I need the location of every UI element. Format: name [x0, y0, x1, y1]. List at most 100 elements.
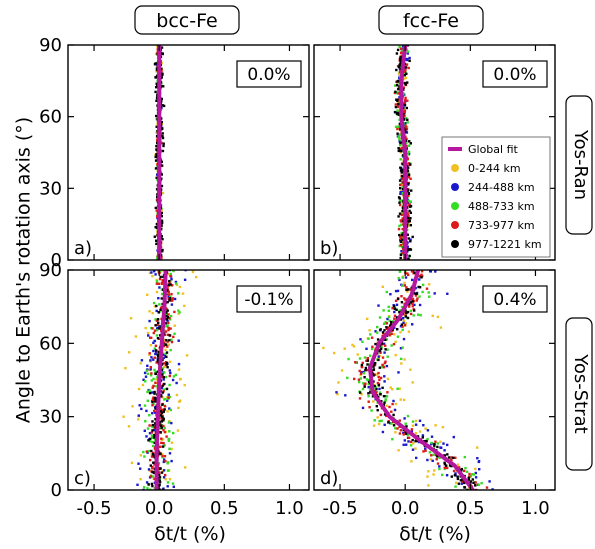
scatter-point [137, 387, 141, 391]
scatter-point [409, 163, 412, 166]
scatter-point [177, 312, 180, 315]
scatter-point [402, 118, 406, 121]
scatter-point [366, 363, 369, 366]
scatter-point [380, 342, 384, 345]
scatter-point [399, 61, 402, 64]
scatter-point [146, 427, 150, 430]
scatter-point [382, 309, 385, 312]
scatter-point [174, 280, 178, 284]
panel-c: -0.5 0.0 0.5 1.0 0 30 60 90 c) -0.1% [39, 260, 310, 519]
scatter-point [143, 404, 147, 407]
scatter-point [399, 239, 402, 242]
scatter-point [147, 449, 150, 453]
scatter-point [164, 325, 167, 328]
scatter-point [167, 313, 170, 316]
scatter-point [408, 303, 411, 306]
scatter-point [365, 347, 368, 350]
scatter-point [154, 226, 157, 229]
scatter-point [381, 386, 384, 389]
scatter-point [158, 334, 162, 337]
scatter-point [400, 301, 404, 304]
scatter-point [354, 361, 357, 364]
scatter-point [160, 160, 163, 163]
scatter-point [402, 321, 405, 325]
scatter-point [160, 224, 163, 227]
scatter-point [157, 355, 160, 358]
scatter-point [381, 356, 385, 359]
scatter-point [340, 369, 344, 372]
scatter-point [148, 319, 151, 323]
scatter-point [379, 351, 382, 354]
scatter-point [163, 408, 166, 411]
scatter-point [405, 63, 409, 66]
scatter-point [382, 395, 386, 398]
scatter-point [150, 356, 153, 359]
scatter-point [400, 223, 403, 226]
scatter-point [164, 330, 168, 333]
scatter-point [365, 378, 369, 381]
scatter-point [400, 146, 404, 150]
scatter-point [463, 481, 466, 485]
scatter-point [402, 86, 405, 89]
scatter-point [161, 445, 165, 448]
scatter-point [386, 391, 389, 394]
scatter-point [420, 276, 423, 279]
scatter-point [167, 328, 170, 332]
scatter-point [363, 376, 366, 379]
scatter-point [450, 475, 453, 478]
scatter-point [384, 348, 387, 351]
scatter-point [152, 396, 155, 399]
scatter-point [407, 182, 410, 186]
scatter-point [412, 314, 415, 317]
scatter-point [411, 424, 415, 427]
scatter-point [161, 72, 164, 75]
scatter-point [472, 473, 476, 476]
scatter-point [399, 147, 402, 151]
scatter-point [421, 283, 425, 287]
scatter-point [168, 430, 171, 433]
scatter-point [381, 285, 384, 288]
scatter-point [402, 443, 405, 446]
scatter-point [426, 437, 429, 441]
scatter-point [410, 189, 413, 192]
scatter-point [124, 367, 127, 370]
scatter-point [153, 463, 156, 466]
scatter-point [378, 419, 381, 423]
scatter-point [161, 52, 164, 56]
scatter-point [405, 425, 408, 428]
scatter-point [159, 431, 162, 434]
scatter-point [366, 368, 369, 372]
scatter-point [393, 110, 397, 114]
scatter-point [160, 209, 163, 212]
scatter-point [412, 442, 415, 445]
scatter-point [420, 273, 423, 276]
scatter-point [406, 166, 409, 169]
scatter-point [374, 391, 378, 395]
scatter-point [372, 362, 375, 365]
scatter-point [159, 406, 162, 409]
scatter-point [441, 473, 444, 477]
panel-b: b) 0.0% Global fit 0-244 km 244-488 km 488-73… [313, 44, 556, 261]
scatter-point [411, 235, 414, 239]
scatter-point [150, 436, 154, 439]
scatter-point [400, 220, 403, 223]
scatter-point [443, 463, 447, 466]
scatter-point [145, 369, 148, 372]
scatter-point [429, 270, 432, 273]
scatter-point [147, 483, 150, 486]
scatter-point [388, 319, 391, 322]
scatter-point [398, 224, 401, 228]
scatter-point [165, 339, 168, 342]
scatter-point [322, 346, 325, 350]
scatter-point [406, 153, 410, 156]
scatter-point [379, 376, 383, 380]
scatter-point [399, 237, 402, 240]
scatter-point [401, 209, 404, 213]
scatter-point [411, 297, 415, 301]
scatter-point [396, 48, 400, 52]
scatter-point [403, 111, 406, 114]
scatter-point [165, 308, 168, 311]
scatter-point [167, 293, 171, 296]
scatter-point [359, 371, 363, 374]
scatter-point [378, 391, 382, 394]
